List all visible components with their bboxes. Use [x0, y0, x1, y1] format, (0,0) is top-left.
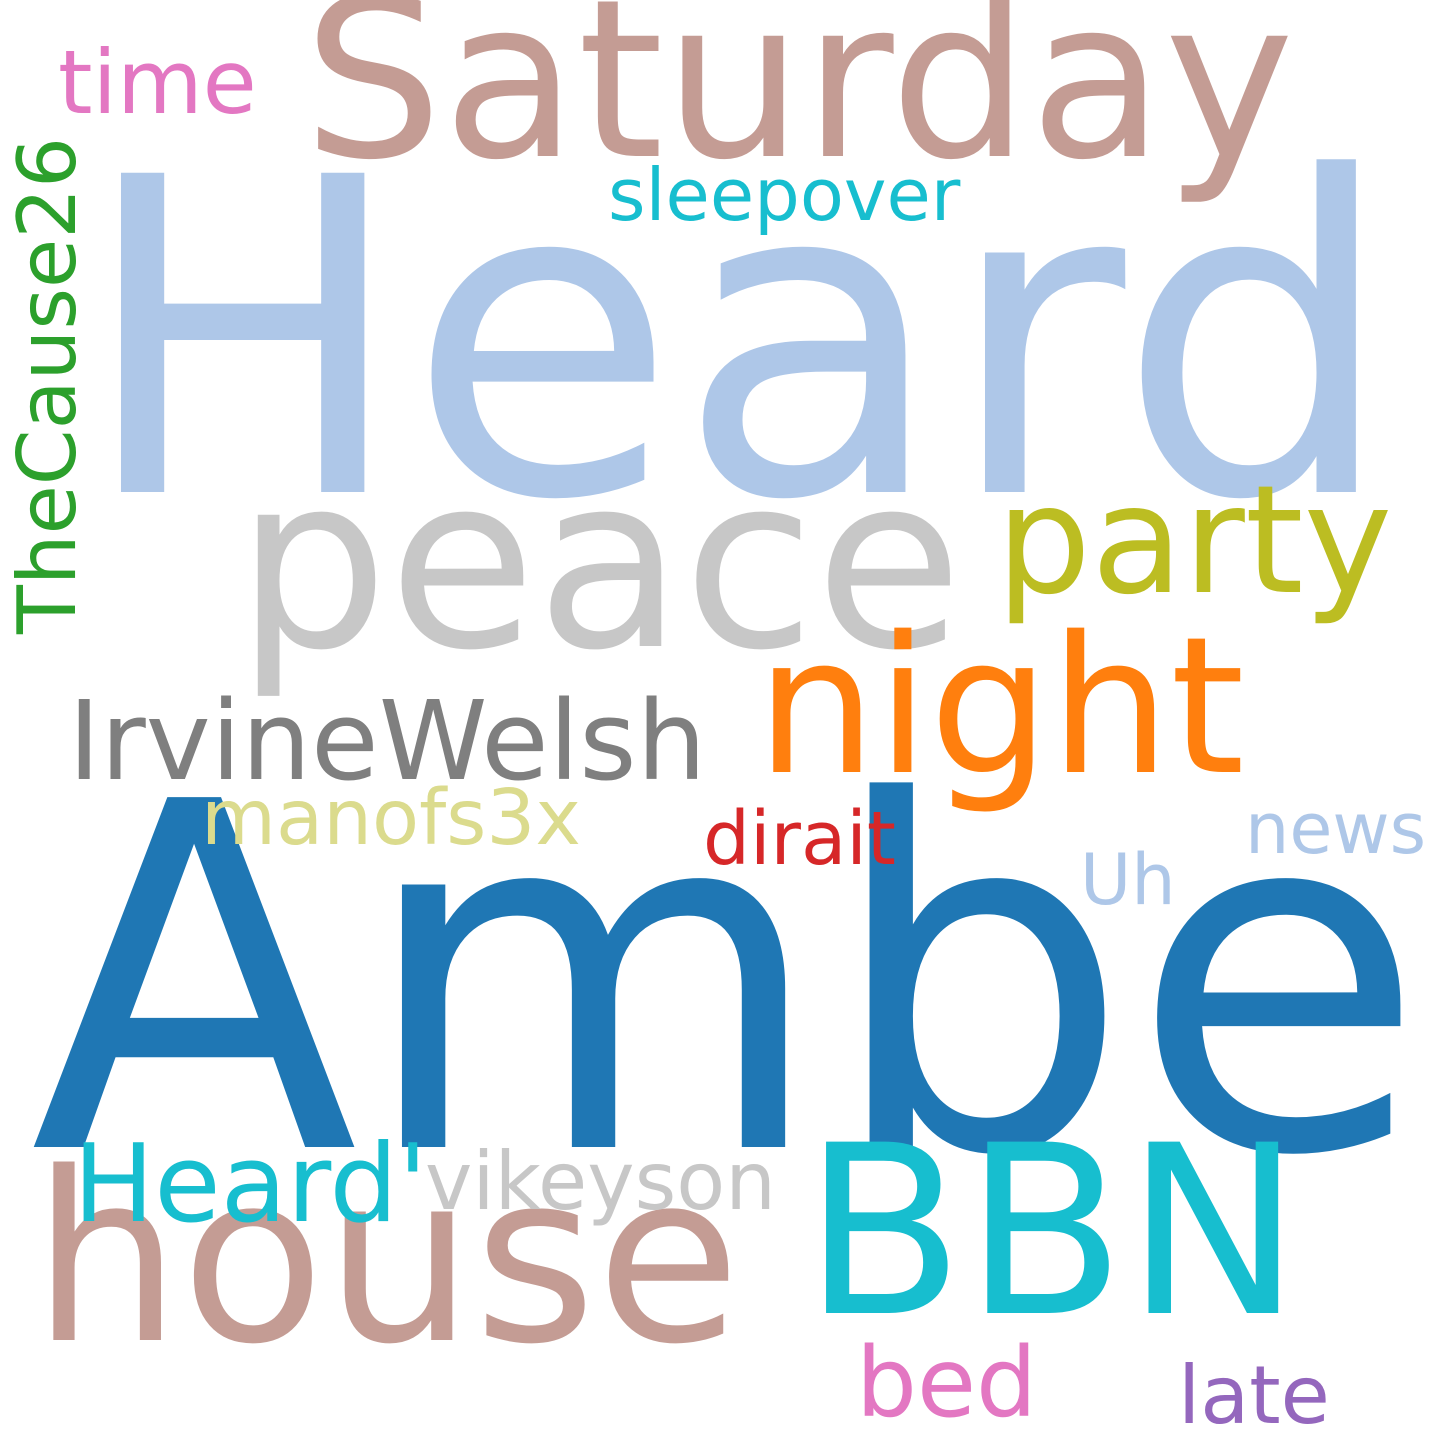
word-vikeyson: vikeyson [425, 1135, 776, 1228]
word-late: late [1178, 1349, 1330, 1440]
word-news: news [1245, 788, 1427, 870]
word-time: time [58, 31, 257, 134]
word-amber: Amber [30, 702, 1440, 1261]
word-bbn: BBN [803, 1096, 1302, 1369]
word-irvinewelsh: IrvineWelsh [68, 677, 707, 805]
word-bed: bed [856, 1327, 1037, 1439]
word-heard: Heard [78, 86, 1396, 596]
word-uh: Uh [1080, 839, 1176, 921]
word-house: house [32, 1123, 741, 1396]
word-dirait: dirait [703, 796, 896, 882]
word-manofs3x: manofs3x [201, 774, 581, 863]
word-peace: peace [236, 423, 963, 703]
word-saturday: Saturday [303, 0, 1295, 208]
word-night: night [756, 596, 1245, 817]
word-party: party [996, 454, 1393, 628]
word-sleepover: sleepover [608, 153, 961, 237]
word-heard-apostrophe: Heard' [73, 1122, 428, 1247]
word-thecause26: TheCause26 [1, 136, 94, 634]
